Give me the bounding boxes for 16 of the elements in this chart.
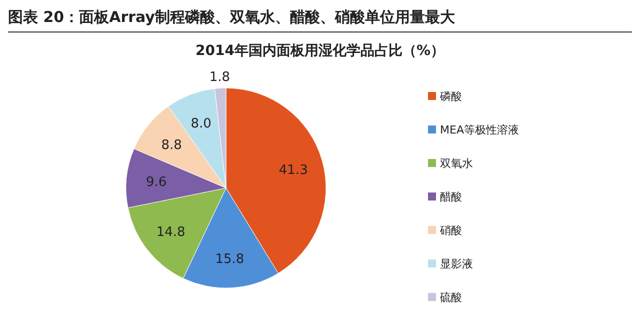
legend-label: 磷酸 bbox=[439, 90, 462, 103]
data-label: 8.0 bbox=[190, 116, 212, 132]
legend-label: 硫酸 bbox=[440, 291, 462, 304]
data-label: 15.8 bbox=[215, 252, 244, 267]
data-label: 8.8 bbox=[161, 138, 182, 154]
legend-label: 显影液 bbox=[440, 258, 473, 270]
data-label: 41.3 bbox=[278, 163, 308, 178]
data-label: 14.8 bbox=[156, 225, 186, 240]
legend-label: 双氧水 bbox=[440, 157, 473, 170]
legend-label: MEA等极性溶液 bbox=[440, 124, 519, 136]
data-label: 1.8 bbox=[209, 70, 230, 86]
legend-label: 硝酸 bbox=[439, 224, 462, 237]
chart-subtitle: 2014年国内面板用湿化学品占比（%） bbox=[196, 43, 444, 59]
data-label: 9.6 bbox=[146, 174, 167, 190]
legend-label: 醋酸 bbox=[440, 190, 462, 204]
chart-title: 图表 20：面板Array制程磷酸、双氧水、醋酸、硝酸单位用量最大 bbox=[8, 8, 456, 26]
